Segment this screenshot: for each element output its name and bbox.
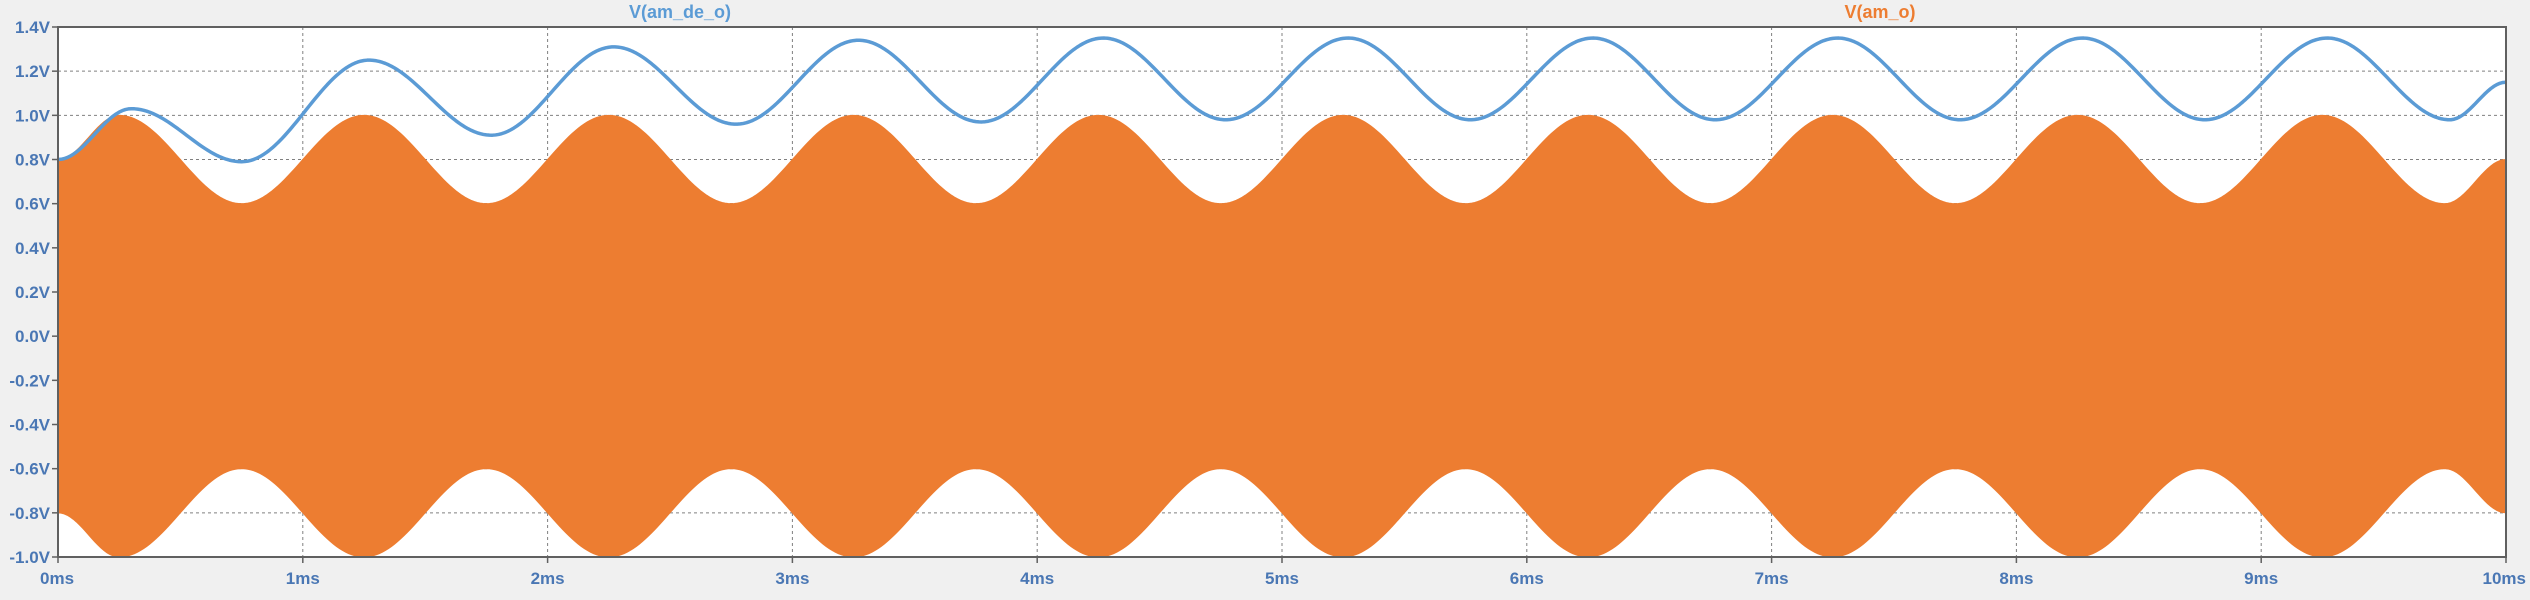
x-tick-label: 6ms bbox=[1510, 569, 1544, 588]
x-tick-label: 10ms bbox=[2483, 569, 2526, 588]
y-tick-label: 0.0V bbox=[15, 327, 51, 346]
legend-label[interactable]: V(am_o) bbox=[1844, 2, 1915, 22]
axis-layer: -1.0V -0.8V -0.6V -0.4V -0.2V 0.0V 0.2V 0.4V 0.6… bbox=[9, 18, 2526, 588]
x-tick-label: 3ms bbox=[775, 569, 809, 588]
y-tick-label: 1.2V bbox=[15, 62, 51, 81]
legend-layer: V(am_de_o) V(am_o) bbox=[629, 2, 1916, 22]
y-tick-label: 0.4V bbox=[15, 239, 51, 258]
y-tick-label: -0.4V bbox=[9, 416, 50, 435]
y-tick-label: -0.8V bbox=[9, 504, 50, 523]
series-am-o-envelope bbox=[57, 114, 2507, 558]
y-tick-label: 0.8V bbox=[15, 151, 51, 170]
x-tick-label: 4ms bbox=[1020, 569, 1054, 588]
x-tick-label: 7ms bbox=[1755, 569, 1789, 588]
y-tick-label: 0.2V bbox=[15, 283, 51, 302]
y-tick-label: -0.2V bbox=[9, 371, 50, 390]
y-tick-label: 1.0V bbox=[15, 106, 51, 125]
x-tick-label: 1ms bbox=[286, 569, 320, 588]
x-tick-label: 5ms bbox=[1265, 569, 1299, 588]
y-tick-label: 1.4V bbox=[15, 18, 51, 37]
legend-label[interactable]: V(am_de_o) bbox=[629, 2, 731, 22]
y-tick-label: -1.0V bbox=[9, 548, 50, 567]
x-tick-label: 0ms bbox=[40, 569, 74, 588]
series-am-de-o-line bbox=[57, 36, 2507, 164]
x-tick-label: 8ms bbox=[1999, 569, 2033, 588]
y-tick-label: -0.6V bbox=[9, 460, 50, 479]
y-tick-label: 0.6V bbox=[15, 195, 51, 214]
x-tick-label: 9ms bbox=[2244, 569, 2278, 588]
x-tick-label: 2ms bbox=[531, 569, 565, 588]
